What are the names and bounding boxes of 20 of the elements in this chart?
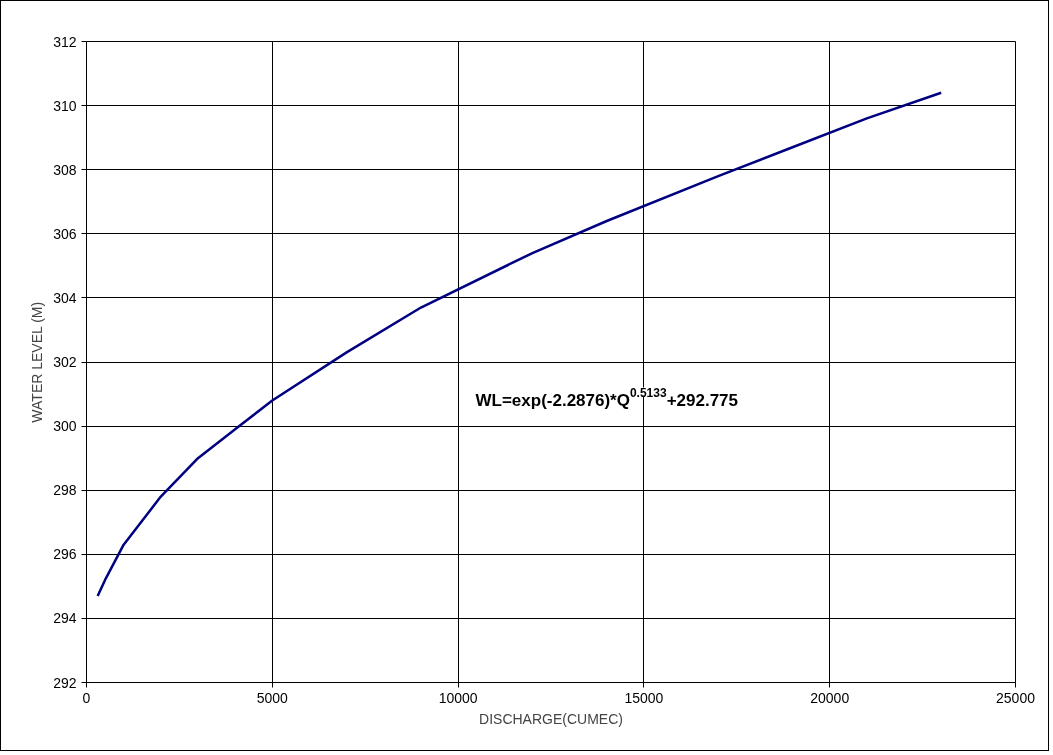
x-axis-title: DISCHARGE(CUMEC) (479, 710, 623, 727)
y-tick-label: 304 (53, 289, 77, 306)
y-tick-label: 292 (53, 674, 77, 691)
x-tick-label: 0 (82, 689, 91, 706)
y-tick-label: 294 (53, 610, 77, 627)
x-tick-label: 20000 (810, 689, 850, 706)
y-tick-label: 298 (53, 482, 77, 499)
x-tick-label: 25000 (996, 689, 1036, 706)
y-tick-label: 308 (53, 161, 77, 178)
x-tick-label: 5000 (256, 689, 289, 706)
y-tick-label: 312 (53, 33, 77, 50)
y-tick-label: 302 (53, 354, 77, 370)
y-tick-label: 310 (53, 97, 77, 114)
x-tick-label: 10000 (438, 689, 478, 706)
y-tick-label: 300 (53, 418, 77, 435)
y-tick-label: 306 (53, 225, 77, 242)
y-tick-label: 296 (53, 546, 77, 563)
y-axis-title: WATER LEVEL (M) (29, 301, 46, 423)
x-tick-label: 15000 (624, 689, 664, 706)
line-series (96, 91, 943, 598)
